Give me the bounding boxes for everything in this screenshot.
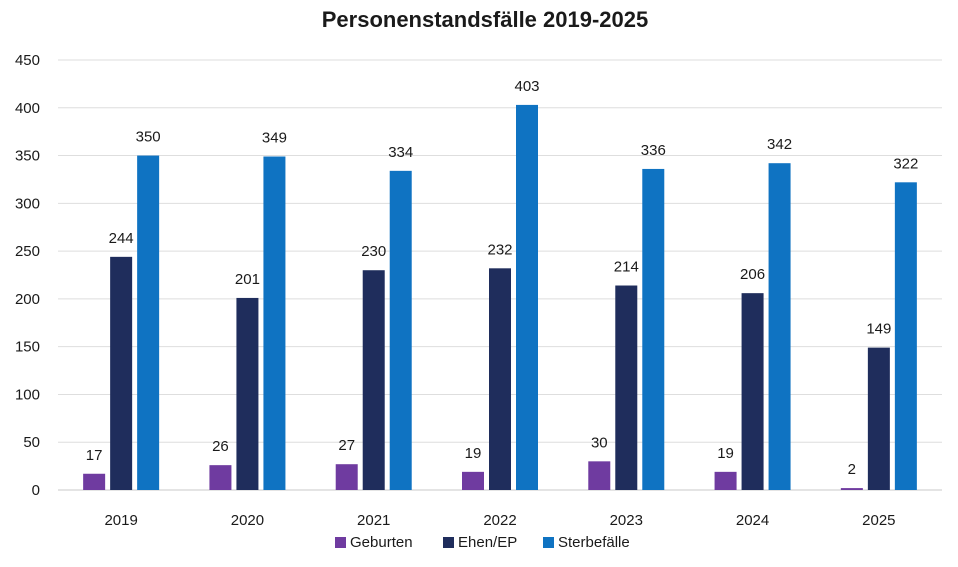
data-label: 19 bbox=[465, 445, 482, 462]
data-label: 342 bbox=[767, 136, 792, 153]
bar-geburten-2023 bbox=[588, 461, 611, 490]
bar-sterbef-lle-2021 bbox=[389, 170, 412, 490]
data-label: 27 bbox=[338, 437, 355, 454]
y-tick-label: 350 bbox=[15, 148, 40, 165]
bar-geburten-2020 bbox=[209, 465, 232, 490]
legend-label: Sterbefälle bbox=[558, 534, 630, 551]
data-label: 244 bbox=[109, 230, 134, 247]
y-tick-label: 200 bbox=[15, 291, 40, 308]
bar-geburten-2025 bbox=[840, 488, 863, 490]
data-label: 349 bbox=[262, 130, 287, 147]
bar-ehen-ep-2024 bbox=[741, 293, 764, 490]
x-tick-label: 2021 bbox=[357, 512, 390, 529]
bar-geburten-2024 bbox=[714, 471, 737, 490]
y-tick-label: 400 bbox=[15, 100, 40, 117]
data-label: 17 bbox=[86, 447, 103, 464]
bar-sterbef-lle-2022 bbox=[516, 104, 538, 491]
legend-swatch bbox=[443, 537, 454, 548]
data-label: 26 bbox=[212, 438, 229, 455]
bar-sterbef-lle-2025 bbox=[894, 182, 917, 491]
data-label: 334 bbox=[388, 144, 413, 161]
bar-ehen-ep-2020 bbox=[236, 297, 259, 490]
bar-ehen-ep-2023 bbox=[615, 285, 638, 490]
bar-sterbef-lle-2024 bbox=[768, 163, 791, 490]
legend-label: Geburten bbox=[350, 534, 413, 551]
data-label: 201 bbox=[235, 271, 260, 288]
x-tick-label: 2025 bbox=[862, 512, 895, 529]
bar-sterbef-lle-2020 bbox=[263, 156, 286, 490]
y-tick-label: 450 bbox=[15, 52, 40, 69]
data-label: 2 bbox=[848, 461, 856, 478]
bar-ehen-ep-2025 bbox=[867, 347, 890, 490]
y-tick-label: 150 bbox=[15, 339, 40, 356]
bar-ehen-ep-2021 bbox=[362, 270, 385, 490]
data-label: 336 bbox=[641, 142, 666, 159]
data-label: 206 bbox=[740, 266, 765, 283]
legend-item-ehen-ep: Ehen/EP bbox=[443, 534, 517, 551]
legend-item-sterbef-lle: Sterbefälle bbox=[543, 534, 630, 551]
data-label: 30 bbox=[591, 434, 608, 451]
legend-swatch bbox=[335, 537, 346, 548]
data-label: 230 bbox=[361, 243, 386, 260]
x-tick-label: 2023 bbox=[610, 512, 643, 529]
chart-title: Personenstandsfälle 2019-2025 bbox=[322, 7, 649, 32]
y-tick-label: 50 bbox=[23, 434, 40, 451]
bar-ehen-ep-2019 bbox=[110, 256, 133, 490]
x-tick-label: 2019 bbox=[104, 512, 137, 529]
bar-sterbef-lle-2023 bbox=[642, 168, 665, 490]
y-axis: 0 50 100 150 200 250 300 350 400 450 bbox=[15, 52, 40, 499]
bar-geburten-2021 bbox=[335, 464, 358, 490]
data-label: 322 bbox=[893, 155, 918, 172]
data-label: 149 bbox=[866, 321, 891, 338]
data-label: 214 bbox=[614, 259, 639, 276]
x-tick-label: 2022 bbox=[483, 512, 516, 529]
y-tick-label: 250 bbox=[15, 243, 40, 260]
bar-ehen-ep-2022 bbox=[489, 268, 511, 490]
legend-item-geburten: Geburten bbox=[335, 534, 413, 551]
bar-sterbef-lle-2019 bbox=[137, 155, 160, 491]
x-tick-label: 2024 bbox=[736, 512, 769, 529]
data-labels: 17 244 350 26 201 349 27 230 334 19 232 403 30 214 336… bbox=[86, 78, 919, 478]
legend-label: Ehen/EP bbox=[458, 534, 517, 551]
y-tick-label: 0 bbox=[32, 482, 40, 499]
data-label: 19 bbox=[717, 445, 734, 462]
legend-swatch bbox=[543, 537, 554, 548]
data-label: 232 bbox=[487, 241, 512, 258]
y-tick-label: 100 bbox=[15, 386, 40, 403]
data-label: 403 bbox=[514, 78, 539, 95]
bars bbox=[83, 104, 917, 491]
bar-geburten-2019 bbox=[83, 473, 106, 490]
data-label: 350 bbox=[136, 129, 161, 146]
x-axis: 2019 2020 2021 2022 2023 2024 2025 bbox=[104, 512, 895, 529]
bar-geburten-2022 bbox=[462, 471, 484, 490]
y-tick-label: 300 bbox=[15, 195, 40, 212]
x-tick-label: 2020 bbox=[231, 512, 264, 529]
legend: Geburten Ehen/EP Sterbefälle bbox=[335, 534, 630, 551]
